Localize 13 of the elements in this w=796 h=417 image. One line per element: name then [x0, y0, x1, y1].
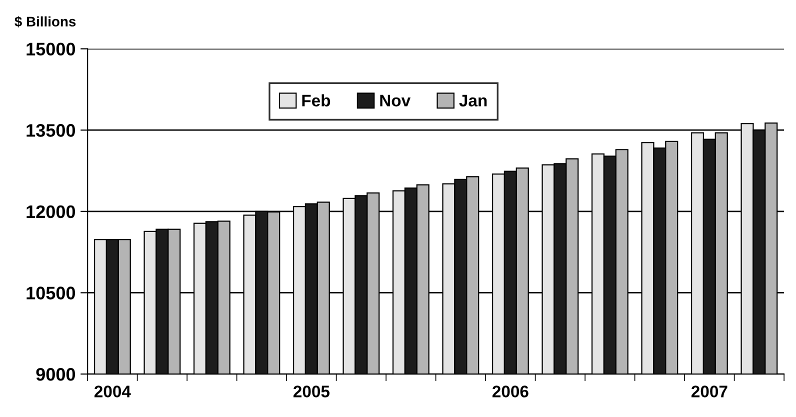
y-tick-label: 13500	[26, 124, 76, 137]
legend-label: Nov	[380, 94, 411, 106]
x-tick-label: 2005	[293, 386, 330, 398]
y-tick-label: 10500	[26, 286, 76, 300]
y-tick-label: 15000	[26, 42, 76, 56]
y-tick-label: 12000	[26, 205, 76, 218]
y-tick-label: 9000	[36, 368, 76, 381]
x-tick-label: 2006	[492, 386, 528, 398]
x-tick-label: 2004	[94, 386, 131, 398]
x-tick-label: 2007	[691, 386, 728, 398]
y-axis-title: $ Billions	[14, 16, 76, 28]
legend-label: Jan	[459, 94, 487, 106]
legend-label: Feb	[302, 94, 330, 106]
